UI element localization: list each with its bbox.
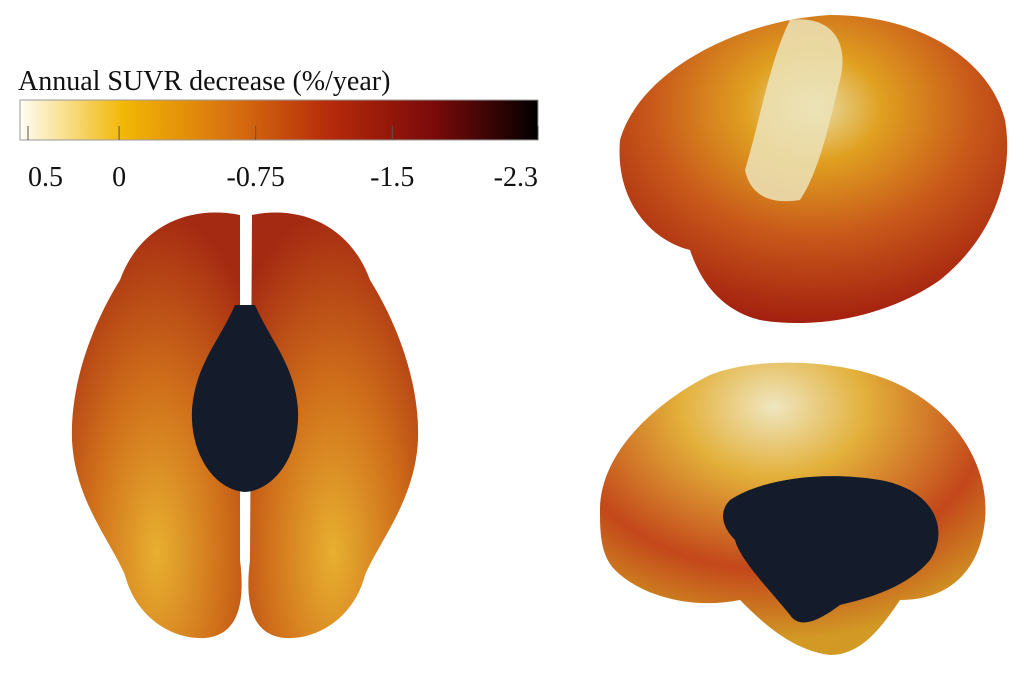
right-hemisphere bbox=[248, 212, 419, 639]
lateral-view bbox=[619, 15, 1008, 324]
colorbar-tick-label: -2.3 bbox=[494, 162, 538, 193]
medial-view bbox=[600, 362, 986, 655]
colorbar-tick-label: 0 bbox=[112, 162, 126, 193]
colorbar-title: Annual SUVR decrease (%/year) bbox=[18, 66, 390, 97]
colorbar-scale bbox=[19, 99, 539, 141]
ventral-view bbox=[71, 212, 419, 639]
left-hemisphere bbox=[71, 212, 242, 639]
colorbar: Annual SUVR decrease (%/year) 0.5 0 -0.75 -… bbox=[18, 66, 539, 193]
highlight-region bbox=[745, 19, 843, 202]
colorbar-tick-label: -0.75 bbox=[227, 162, 285, 193]
colorbar-tick-label: -1.5 bbox=[370, 162, 414, 193]
colorbar-tick-label: 0.5 bbox=[28, 162, 63, 193]
medial-wall bbox=[723, 476, 939, 623]
medial-wall bbox=[191, 305, 299, 492]
